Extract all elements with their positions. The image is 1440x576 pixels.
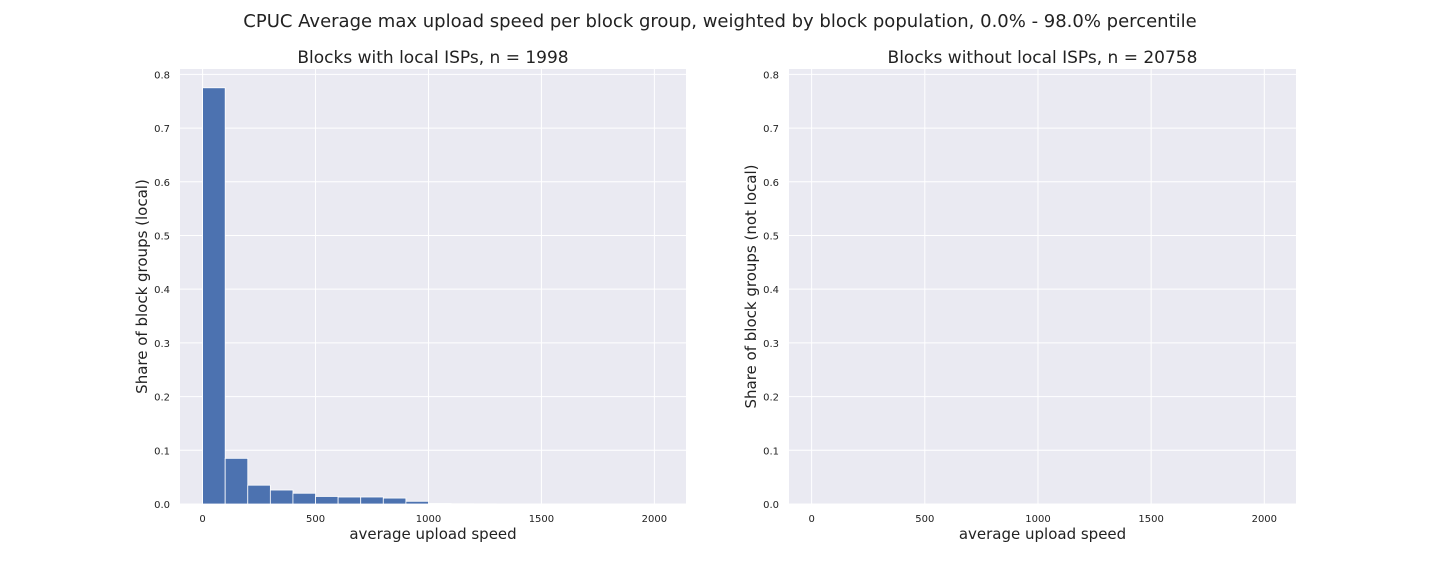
x-tick-label: 2000 [642, 514, 667, 525]
y-tick-label: 0.4 [763, 285, 779, 296]
x-tick-label: 1000 [416, 514, 441, 525]
x-tick-label: 0 [199, 514, 205, 525]
histogram-bar [428, 503, 452, 505]
histogram-bar [269, 489, 294, 505]
y-tick-labels: 0.0 0.1 0.2 0.3 0.4 0.5 0.6 0.7 0.8 [763, 70, 779, 511]
x-tick-label: 1500 [529, 514, 554, 525]
histogram-bar [224, 457, 249, 505]
x-tick-label: 500 [915, 514, 934, 525]
y-tick-label: 0.6 [763, 178, 779, 189]
x-tick-labels: 0 500 1000 1500 2000 [199, 514, 667, 525]
y-tick-label: 0.5 [763, 231, 779, 242]
y-tick-label: 0.0 [154, 500, 170, 511]
x-tick-label: 1500 [1138, 514, 1163, 525]
y-tick-label: 0.3 [154, 339, 170, 350]
gridlines [789, 69, 1296, 505]
y-tick-label: 0.4 [154, 285, 170, 296]
plot-area [789, 69, 1296, 504]
y-tick-labels: 0.0 0.1 0.2 0.3 0.4 0.5 0.6 0.7 0.8 [154, 70, 170, 511]
histogram-bar [337, 496, 362, 505]
y-tick-label: 0.7 [763, 124, 779, 135]
y-tick-label: 0.0 [763, 500, 779, 511]
histogram-bar [405, 500, 429, 505]
x-axis-label: average upload speed [959, 525, 1126, 543]
plot-area [180, 69, 686, 504]
histogram-bar [382, 497, 407, 505]
y-axis-label: Share of block groups (local) [133, 179, 151, 394]
histogram-bar [315, 496, 339, 505]
y-tick-label: 0.2 [763, 393, 779, 404]
y-tick-label: 0.5 [154, 231, 170, 242]
y-axis-label: Share of block groups (not local) [742, 165, 760, 409]
y-tick-label: 0.3 [763, 339, 779, 350]
y-tick-label: 0.2 [154, 393, 170, 404]
y-tick-label: 0.1 [763, 446, 779, 457]
histogram-bar [292, 492, 316, 505]
x-tick-label: 0 [808, 514, 814, 525]
y-tick-label: 0.6 [154, 178, 170, 189]
panel-title: Blocks without local ISPs, n = 20758 [888, 48, 1198, 68]
panel-not-local: 0 500 1000 1500 2000 0.00.10.20.30.40.50.60.… [742, 48, 1296, 543]
histogram-bars [202, 87, 678, 505]
y-tick-label: 0.8 [154, 70, 170, 81]
histogram-bar [202, 87, 226, 505]
histogram-bar [360, 496, 384, 505]
y-tick-label: 0.1 [154, 446, 170, 457]
y-tick-label: 0.7 [154, 124, 170, 135]
y-tick-label: 0.8 [763, 70, 779, 81]
x-axis-label: average upload speed [349, 525, 516, 543]
x-tick-label: 2000 [1252, 514, 1277, 525]
x-tick-labels: 0 500 1000 1500 2000 [808, 514, 1277, 525]
histogram-bar [247, 484, 271, 505]
panel-title: Blocks with local ISPs, n = 1998 [297, 48, 568, 68]
panel-local: 0 500 1000 1500 2000 0.00.10.20.30.40.50.60.… [133, 48, 686, 543]
x-tick-label: 1000 [1025, 514, 1050, 525]
x-tick-label: 500 [306, 514, 325, 525]
figure-title: CPUC Average max upload speed per block … [243, 11, 1196, 32]
